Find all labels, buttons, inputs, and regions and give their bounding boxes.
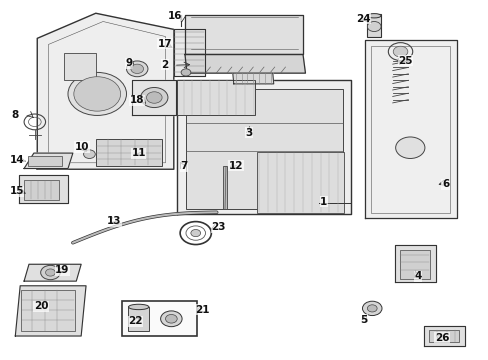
Circle shape <box>83 150 95 158</box>
Circle shape <box>392 46 407 57</box>
Text: 3: 3 <box>245 128 252 138</box>
Circle shape <box>41 265 60 280</box>
Bar <box>64 53 96 80</box>
Circle shape <box>45 269 55 276</box>
Bar <box>222 166 227 210</box>
Polygon shape <box>365 40 456 218</box>
Text: 6: 6 <box>441 179 448 189</box>
Polygon shape <box>24 264 81 281</box>
Polygon shape <box>394 245 435 282</box>
Circle shape <box>366 22 380 32</box>
Text: 24: 24 <box>355 14 369 24</box>
Polygon shape <box>184 54 305 73</box>
Text: 25: 25 <box>397 56 412 66</box>
Circle shape <box>362 301 381 316</box>
Polygon shape <box>173 30 204 76</box>
Text: 5: 5 <box>360 315 367 325</box>
Circle shape <box>165 315 177 323</box>
Text: 18: 18 <box>130 95 144 105</box>
Ellipse shape <box>366 14 380 18</box>
Bar <box>24 180 59 200</box>
Text: 10: 10 <box>75 142 89 152</box>
Text: 11: 11 <box>131 148 145 158</box>
Text: 20: 20 <box>34 301 48 311</box>
Circle shape <box>74 77 121 111</box>
Bar <box>256 152 344 213</box>
Polygon shape <box>177 80 350 214</box>
Text: 23: 23 <box>211 222 225 232</box>
Circle shape <box>126 61 148 77</box>
Circle shape <box>190 229 200 237</box>
Text: 13: 13 <box>107 216 121 226</box>
Circle shape <box>68 72 126 116</box>
Polygon shape <box>24 153 73 168</box>
Text: 26: 26 <box>434 333 448 343</box>
Bar <box>399 250 429 279</box>
Text: 15: 15 <box>9 186 24 197</box>
Circle shape <box>395 137 424 158</box>
Text: 14: 14 <box>9 155 24 165</box>
Text: 9: 9 <box>125 58 132 68</box>
Circle shape <box>366 305 376 312</box>
Bar <box>185 89 342 209</box>
Text: 4: 4 <box>413 271 421 281</box>
Text: 7: 7 <box>180 161 187 171</box>
Circle shape <box>131 64 143 73</box>
Text: 12: 12 <box>228 161 243 171</box>
Text: 21: 21 <box>194 305 209 315</box>
Bar <box>122 301 197 336</box>
Circle shape <box>141 87 167 108</box>
Bar <box>128 307 149 331</box>
Ellipse shape <box>128 304 149 310</box>
Text: 19: 19 <box>55 265 69 275</box>
Polygon shape <box>15 286 86 336</box>
Bar <box>96 139 161 166</box>
Text: 8: 8 <box>11 110 19 120</box>
Circle shape <box>146 92 162 103</box>
Bar <box>366 14 380 37</box>
Polygon shape <box>37 13 173 169</box>
Polygon shape <box>132 80 176 116</box>
Polygon shape <box>19 175 68 203</box>
Bar <box>177 80 255 116</box>
Bar <box>21 290 75 331</box>
Bar <box>27 156 61 166</box>
Text: 17: 17 <box>158 39 172 49</box>
Bar <box>428 330 458 342</box>
Text: 2: 2 <box>161 59 168 69</box>
Text: 1: 1 <box>320 197 326 207</box>
Circle shape <box>181 69 190 76</box>
Polygon shape <box>232 73 273 84</box>
Polygon shape <box>423 326 464 346</box>
Text: 22: 22 <box>128 316 142 326</box>
Polygon shape <box>184 15 303 54</box>
Bar <box>370 46 449 213</box>
Text: 16: 16 <box>167 11 182 21</box>
Circle shape <box>160 311 182 327</box>
